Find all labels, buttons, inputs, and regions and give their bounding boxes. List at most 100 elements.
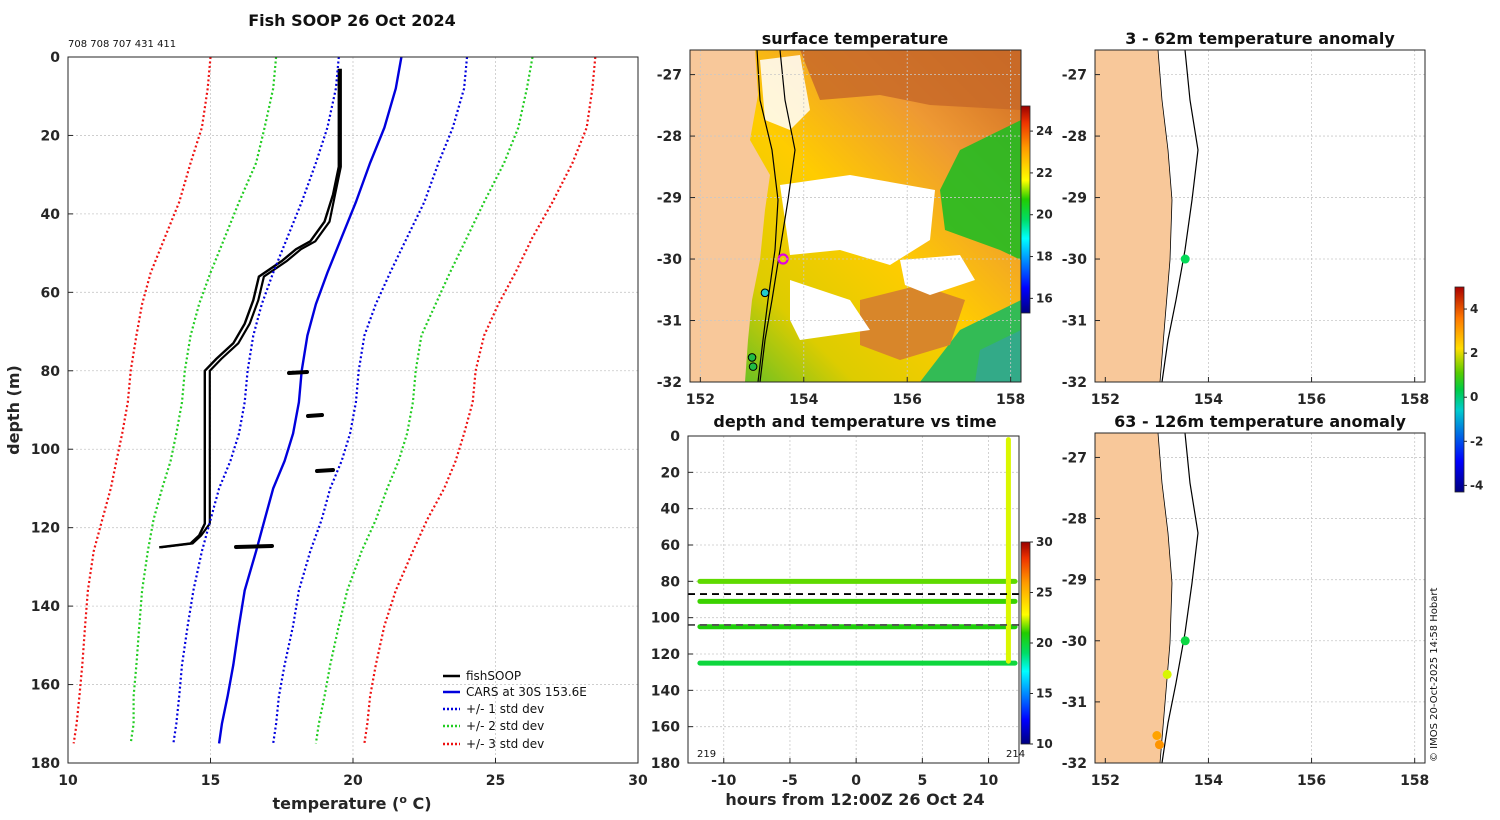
a2-ytick-label: -32 bbox=[1062, 756, 1087, 772]
anom2-y-ticks: -27 -28 -29 -30 -31 -32 bbox=[1062, 450, 1100, 772]
anom-cb-label: -2 bbox=[1470, 434, 1483, 448]
td-ytick-label: 40 bbox=[661, 502, 681, 518]
profile-legend: fishSOOP CARS at 30S 153.6E +/- 1 std de… bbox=[443, 669, 587, 751]
a2-ytick-label: -27 bbox=[1062, 450, 1087, 466]
profile-x-ticks: 10 15 20 25 30 bbox=[58, 758, 648, 789]
profile-grid bbox=[67, 56, 639, 764]
a2-xtick-label: 152 bbox=[1091, 773, 1120, 789]
profile-y-ticks: 0 20 40 60 80 100 120 140 160 180 bbox=[31, 50, 73, 772]
td-xtick-label: -10 bbox=[711, 773, 737, 789]
profile-xtick-label: 20 bbox=[343, 773, 363, 789]
anom1-map-area bbox=[1095, 50, 1199, 382]
anom1-land bbox=[1095, 50, 1173, 382]
profile-series-std-upper-3 bbox=[272, 56, 469, 744]
profile-series-std-upper-7 bbox=[363, 56, 597, 744]
a1-ytick-label: -27 bbox=[1062, 68, 1087, 84]
sst-ytick-label: -30 bbox=[657, 252, 683, 268]
anom1-title: 3 - 62m temperature anomaly bbox=[1125, 29, 1395, 48]
profile-ytick-label: 60 bbox=[41, 285, 61, 301]
a1-ytick-label: -30 bbox=[1062, 252, 1088, 268]
anom2-points bbox=[1152, 636, 1190, 750]
td-xtick-label: 0 bbox=[851, 773, 861, 789]
sst-ytick-label: -31 bbox=[657, 314, 682, 330]
a2-anomaly-point bbox=[1154, 740, 1164, 750]
a1-ytick-label: -31 bbox=[1062, 314, 1087, 330]
td-cb-label: 20 bbox=[1036, 636, 1053, 650]
sensor-ids: 708 708 707 431 411 bbox=[68, 39, 176, 50]
anom-colorbar bbox=[1454, 286, 1465, 493]
a1-xtick-label: 158 bbox=[1400, 392, 1429, 408]
a2-anomaly-point bbox=[1180, 636, 1190, 646]
td-ytick-label: 20 bbox=[661, 465, 681, 481]
a2-xtick-label: 156 bbox=[1297, 773, 1326, 789]
profile-ytick-label: 140 bbox=[31, 599, 60, 615]
td-corner-left: 219 bbox=[697, 749, 716, 760]
profile-xlabel: temperature (o C) bbox=[272, 793, 431, 813]
sst-y-ticks: -27 -28 -29 -30 -31 -32 bbox=[657, 68, 695, 391]
sst-teal-patch bbox=[975, 330, 1021, 382]
a2-ytick-label: -31 bbox=[1062, 695, 1087, 711]
tow-mark-91 bbox=[306, 413, 324, 418]
a1-ytick-label: -32 bbox=[1062, 375, 1087, 391]
a1-xtick-label: 156 bbox=[1297, 392, 1326, 408]
anom-colorbar-ticks: 4 2 0 -2 -4 bbox=[1464, 302, 1483, 492]
sst-stations bbox=[747, 253, 789, 371]
sst-ytick-label: -32 bbox=[657, 375, 682, 391]
a2-anomaly-point bbox=[1162, 669, 1172, 679]
sst-xtick-label: 152 bbox=[686, 392, 715, 408]
sst-shelf-contour bbox=[756, 50, 779, 382]
a1-anomaly-point bbox=[1180, 254, 1190, 264]
legend-1sd: +/- 1 std dev bbox=[466, 702, 544, 716]
td-ytick-label: 180 bbox=[651, 756, 680, 772]
profile-ytick-label: 40 bbox=[41, 207, 61, 223]
td-ytick-label: 0 bbox=[670, 429, 680, 445]
sst-cloud-2 bbox=[790, 280, 870, 340]
sst-green-patch bbox=[940, 120, 1021, 260]
td-y-ticks: 0 20 40 60 80 100 120 140 160 180 bbox=[651, 429, 693, 772]
anom1-y-ticks: -27 -28 -29 -30 -31 -32 bbox=[1062, 68, 1100, 391]
sst-xtick-label: 154 bbox=[789, 392, 818, 408]
td-xlabel: hours from 12:00Z 26 Oct 24 bbox=[725, 790, 984, 809]
sst-isobath bbox=[759, 50, 796, 382]
profile-ytick-label: 120 bbox=[31, 521, 60, 537]
td-corner-right: 214 bbox=[1006, 749, 1025, 760]
legend-2sd: +/- 2 std dev bbox=[466, 719, 544, 733]
profile-xtick-label: 10 bbox=[58, 773, 78, 789]
sst-warm-eddy bbox=[860, 285, 965, 360]
anom1-isobath bbox=[1161, 50, 1199, 382]
credit: © IMOS 20-Oct-2025 14:58 Hobart bbox=[1429, 587, 1440, 762]
td-xtick-label: -5 bbox=[782, 773, 798, 789]
td-cb-label: 30 bbox=[1036, 535, 1053, 549]
sst-xtick-label: 156 bbox=[893, 392, 922, 408]
td-axes-box bbox=[687, 435, 1020, 764]
anom-cb-label: 4 bbox=[1470, 302, 1478, 316]
sst-cb-label: 20 bbox=[1036, 208, 1053, 222]
anom2-title: 63 - 126m temperature anomaly bbox=[1114, 412, 1406, 431]
anom2-map-area bbox=[1095, 433, 1199, 763]
profile-series-fishsoop bbox=[159, 68, 340, 549]
tow-mark-125 bbox=[234, 544, 274, 549]
sst-ytick-label: -29 bbox=[657, 191, 682, 207]
anom1-x-ticks: 152 154 156 158 bbox=[1091, 377, 1429, 408]
profile-ytick-label: 160 bbox=[31, 678, 60, 694]
anom2-land bbox=[1095, 433, 1173, 763]
sst-station bbox=[747, 353, 757, 362]
td-ytick-label: 80 bbox=[661, 574, 681, 590]
profile-xtick-label: 25 bbox=[486, 773, 505, 789]
profile-xtick-label: 15 bbox=[201, 773, 220, 789]
a1-ytick-label: -28 bbox=[1062, 129, 1087, 145]
legend-fishsoop: fishSOOP bbox=[466, 669, 521, 683]
sst-warm-north bbox=[800, 50, 1021, 110]
anom-cb-label: 2 bbox=[1470, 346, 1478, 360]
sst-colorbar-ticks: 16 18 20 22 24 bbox=[1030, 124, 1053, 305]
profile-series-fishsoop-upcast bbox=[161, 68, 342, 549]
profile-xtick-label: 30 bbox=[628, 773, 648, 789]
td-ytick-label: 120 bbox=[651, 647, 680, 663]
anom2-axes-box bbox=[1094, 432, 1426, 764]
td-ytick-label: 160 bbox=[651, 720, 680, 736]
sst-cloud-4 bbox=[760, 55, 810, 130]
a1-ytick-label: -29 bbox=[1062, 191, 1087, 207]
profile-series-std-upper-5 bbox=[314, 56, 534, 744]
sst-title: surface temperature bbox=[762, 29, 949, 48]
